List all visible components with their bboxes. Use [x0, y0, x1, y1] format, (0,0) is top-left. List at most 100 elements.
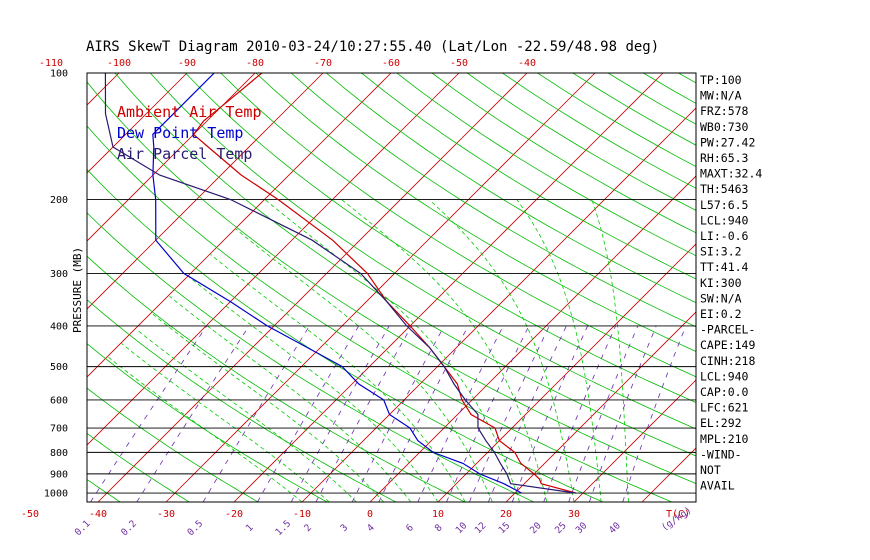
pressure-tick-label: 900 [50, 469, 68, 480]
parcel-temperature-line [104, 73, 577, 494]
pressure-tick-label: 200 [50, 195, 68, 206]
moist-adiabat-line [264, 199, 520, 502]
index-entry: CAP:0.0 [700, 385, 749, 399]
isotherm-line [87, 73, 392, 378]
dry-adiabat-line [87, 125, 673, 502]
index-entry: MAXT:32.4 [700, 167, 762, 181]
mixing-ratio-line [488, 325, 567, 502]
index-entry: AVAIL [700, 479, 735, 493]
dry-adiabat-line [87, 212, 535, 502]
index-entry: -WIND- [700, 447, 742, 461]
index-entry: LCL:940 [700, 213, 749, 227]
mixing-ratio-line [136, 325, 250, 502]
top-tick-label: -50 [450, 58, 468, 69]
legend-ambient: Ambient Air Temp [117, 103, 262, 121]
dry-adiabat-line [396, 73, 696, 257]
mixing-ratio-label: 2 [302, 522, 314, 534]
isotherm-line [233, 73, 664, 502]
mixing-ratio-line [202, 325, 310, 502]
dry-adiabat-line [220, 73, 696, 378]
mixing-ratio-line [351, 325, 445, 502]
pressure-tick-label: 500 [50, 362, 68, 373]
dry-adiabat-line [326, 73, 696, 304]
dewpoint-temperature-line [152, 73, 522, 494]
index-entry: LCL:940 [700, 369, 749, 383]
dry-adiabat-line [87, 387, 259, 502]
moist-adiabat-line [341, 199, 548, 502]
bottom-tick-label: 10 [432, 509, 444, 520]
isotherm-line [87, 73, 324, 310]
top-tick-label: -40 [518, 58, 536, 69]
chart-title: AIRS SkewT Diagram 2010-03-24/10:27:55.4… [86, 39, 659, 55]
mixing-ratio-line [290, 325, 390, 502]
dry-adiabat-line [290, 73, 696, 328]
top-tick-label: -110 [39, 58, 63, 69]
moist-adiabat-line [121, 342, 330, 502]
index-entry: MW:N/A [700, 89, 742, 103]
dry-adiabat-line [87, 299, 397, 502]
pressure-tick-label: 300 [50, 269, 68, 280]
mixing-ratio-line [90, 325, 208, 502]
index-entry: RH:65.3 [700, 151, 749, 165]
isotherm-line [369, 175, 696, 502]
bottom-temperature-axis: -50 -40 -30 -20 -10 0 10 20 30 [21, 509, 580, 520]
legend-parcel: Air Parcel Temp [117, 145, 252, 163]
pressure-tick-label: 800 [50, 448, 68, 459]
dry-adiabat-line [114, 73, 696, 457]
dry-adiabat-line [185, 73, 696, 403]
index-entry: LFC:621 [700, 401, 749, 415]
mixing-ratio-label: 3 [338, 522, 350, 534]
index-entry: FRZ:578 [700, 104, 749, 118]
plot-grid [87, 73, 696, 502]
dry-adiabat-line [149, 73, 696, 430]
index-entry: TT:41.4 [700, 260, 749, 274]
bottom-tick-label: -10 [293, 509, 311, 520]
top-tick-label: -100 [107, 58, 131, 69]
dry-adiabat-line [361, 73, 696, 280]
index-entry: MPL:210 [700, 432, 749, 446]
pressure-tick-label: 400 [50, 321, 68, 332]
bottom-tick-label: -30 [157, 509, 175, 520]
bottom-tick-label: -40 [89, 509, 107, 520]
dry-adiabat-line [87, 81, 696, 485]
bottom-tick-label: 0 [367, 509, 373, 520]
index-entry: NOT [700, 463, 721, 477]
plot-series [104, 73, 577, 494]
isotherm-line [97, 73, 528, 502]
bottom-tick-label: -50 [21, 509, 39, 520]
legend-dewpoint: Dew Point Temp [117, 124, 243, 142]
index-entry: SI:3.2 [700, 245, 742, 259]
pressure-tick-label: 700 [50, 424, 68, 435]
dry-adiabat-line [87, 432, 190, 502]
index-entry: TH:5463 [700, 182, 749, 196]
index-entry: TP:100 [700, 73, 742, 87]
temperature-unit-label: T(C) [666, 509, 690, 520]
index-entry: EL:292 [700, 416, 742, 430]
index-entry: EI:0.2 [700, 307, 742, 321]
index-entry: L57:6.5 [700, 198, 748, 212]
mixing-ratio-line [446, 325, 530, 502]
isotherm-line [437, 243, 696, 502]
mixing-ratio-line [315, 325, 412, 502]
top-tick-label: -90 [178, 58, 196, 69]
isotherm-line [87, 73, 460, 446]
dry-adiabat-line [87, 168, 604, 502]
index-entry: -PARCEL- [700, 323, 755, 337]
mixing-ratio-line [417, 325, 504, 502]
moist-adiabat-line [137, 330, 357, 502]
bottom-tick-label: 30 [568, 509, 580, 520]
top-temperature-axis: -120-110-100-90-80-70-60-50-40 [39, 58, 536, 69]
index-entry: WB0:730 [700, 120, 749, 134]
pressure-axis: 100 200 300 400 500 600 700 800 900 1000 [44, 69, 68, 500]
top-tick-label: -60 [382, 58, 400, 69]
moist-adiabat-line [169, 295, 412, 502]
mixing-ratio-line [257, 325, 360, 502]
pressure-tick-label: 600 [50, 395, 68, 406]
moist-adiabat-line [152, 313, 384, 502]
pressure-tick-label: 1000 [44, 489, 68, 500]
isotherm-line [165, 73, 596, 502]
isotherm-line [87, 73, 256, 242]
isotherm-line [505, 311, 696, 502]
